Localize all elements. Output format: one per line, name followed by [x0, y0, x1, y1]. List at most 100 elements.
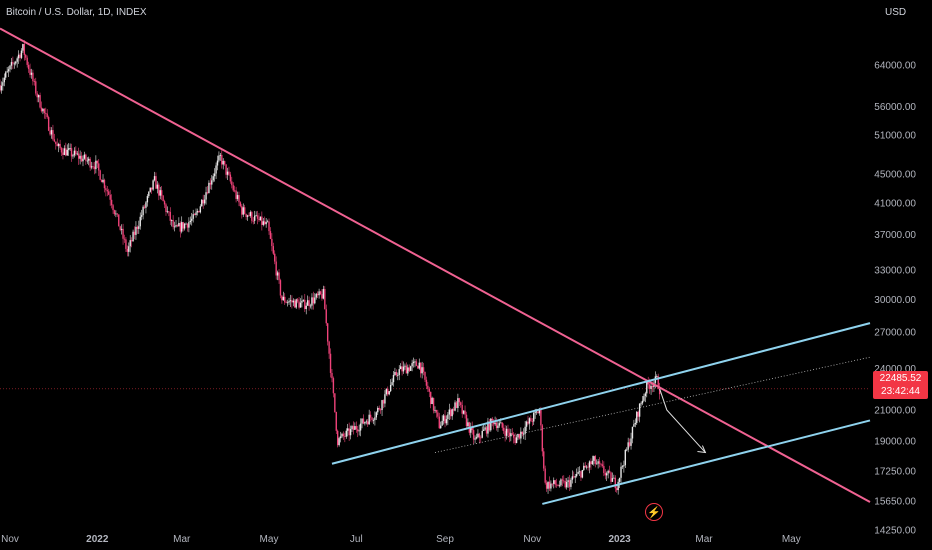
- candle-body: [10, 62, 13, 66]
- candle-body: [103, 179, 106, 189]
- candle-body: [301, 300, 303, 303]
- candle-body: [261, 216, 263, 225]
- candle-body: [547, 481, 549, 489]
- candle-body: [183, 223, 186, 229]
- candle-body: [39, 95, 41, 108]
- candle-body: [211, 180, 213, 185]
- candle-body: [226, 171, 229, 175]
- x-tick-label: Sep: [436, 534, 454, 545]
- candle-body: [135, 226, 137, 235]
- candle-body: [427, 385, 429, 389]
- candle-body: [334, 393, 336, 413]
- candle-body: [541, 425, 544, 452]
- candle-body: [158, 184, 160, 196]
- candle-body: [575, 473, 578, 477]
- candle-body: [551, 483, 554, 485]
- candle-body: [438, 416, 440, 429]
- candle-body: [431, 397, 433, 405]
- candle-body: [138, 226, 140, 229]
- candle-body: [286, 302, 289, 304]
- candle-body: [603, 466, 605, 473]
- candle-body: [53, 139, 56, 142]
- trend-line-1: [331, 322, 871, 465]
- candle-body: [498, 423, 501, 426]
- y-tick-label: 14250.00: [874, 526, 916, 537]
- candle-body: [295, 299, 297, 308]
- candle-body: [316, 293, 319, 296]
- candle-body: [411, 363, 413, 367]
- candle-body: [169, 211, 171, 221]
- candle-body: [178, 222, 180, 227]
- candle-body: [292, 300, 295, 303]
- candle-body: [319, 291, 322, 295]
- candle-body: [222, 160, 224, 165]
- candle-body: [195, 212, 197, 216]
- candle-body: [490, 418, 492, 431]
- candle-body: [284, 296, 286, 303]
- candle-body: [37, 95, 40, 98]
- trend-line-3: [434, 356, 871, 453]
- candle-body: [69, 148, 71, 149]
- candle-body: [402, 366, 405, 372]
- y-tick-label: 56000.00: [874, 102, 916, 113]
- candle-body: [527, 421, 529, 424]
- candle-body: [6, 71, 8, 73]
- candle-body: [242, 207, 244, 215]
- candle-body: [414, 361, 416, 363]
- candle-body: [577, 471, 579, 474]
- y-tick-label: 45000.00: [874, 169, 916, 180]
- candle-body: [518, 434, 521, 439]
- candle-body: [146, 196, 149, 203]
- candle-body: [82, 158, 84, 162]
- candle-body: [339, 436, 342, 439]
- candle-body: [464, 410, 466, 415]
- lightning-icon[interactable]: ⚡: [645, 503, 663, 521]
- candle-body: [384, 394, 386, 404]
- candle-body: [648, 384, 651, 389]
- candle-body: [480, 437, 482, 439]
- candle-body: [571, 476, 574, 480]
- candle-body: [578, 471, 581, 473]
- candle-body: [196, 211, 199, 213]
- candle-body: [109, 194, 111, 200]
- candle-body: [122, 228, 124, 239]
- candle-body: [76, 153, 78, 155]
- candle-body: [523, 433, 525, 435]
- candle-body: [186, 223, 189, 228]
- candle-body: [477, 433, 479, 438]
- candle-body: [391, 382, 393, 385]
- candle-body: [9, 65, 11, 70]
- candle-body: [583, 465, 585, 470]
- candle-body: [60, 148, 63, 153]
- candle-body: [311, 297, 313, 306]
- candle-body: [0, 85, 3, 91]
- candle-body: [325, 309, 327, 324]
- candle-body: [20, 50, 23, 58]
- candle-body: [379, 409, 382, 411]
- candle-body: [315, 293, 317, 298]
- candle-body: [123, 238, 126, 240]
- candle-body: [590, 461, 592, 465]
- candle-body: [613, 477, 615, 479]
- candle-body: [0, 84, 1, 91]
- candle-body: [565, 481, 568, 488]
- candle-body: [441, 420, 443, 426]
- candle-body: [624, 450, 627, 466]
- candle-body: [381, 400, 383, 410]
- candle-body: [657, 376, 659, 389]
- candle-body: [172, 220, 174, 227]
- candle-body: [401, 366, 403, 372]
- candle-body: [567, 480, 569, 482]
- x-tick-label: 2023: [608, 534, 631, 545]
- candle-body: [636, 411, 638, 423]
- candle-body: [259, 216, 262, 221]
- candle-body: [119, 226, 121, 230]
- candle-body: [631, 426, 634, 439]
- candle-body: [338, 438, 340, 446]
- candle-body: [136, 226, 139, 229]
- candle-body: [269, 231, 272, 239]
- x-tick-label: May: [260, 534, 279, 545]
- candle-body: [408, 367, 410, 371]
